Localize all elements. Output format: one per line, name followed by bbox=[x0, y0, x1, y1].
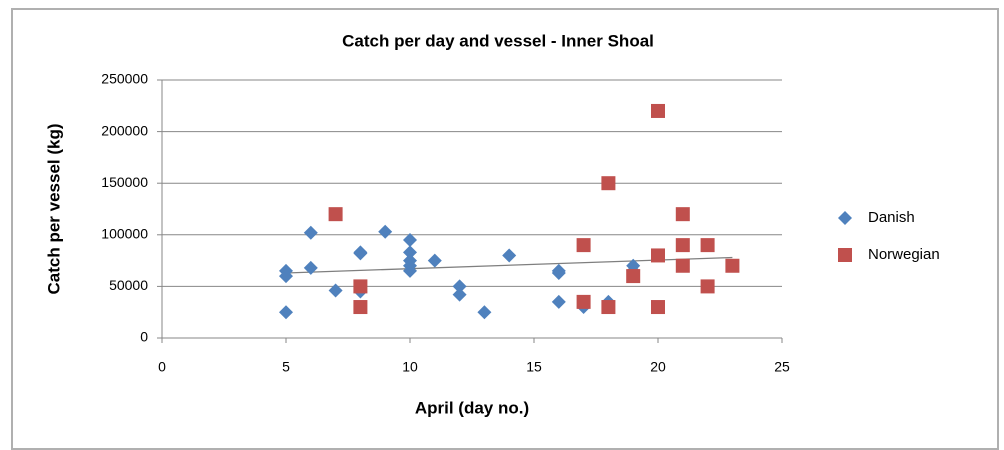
data-point bbox=[675, 258, 690, 273]
y-tick-label: 250000 bbox=[101, 71, 148, 87]
y-tick-label: 150000 bbox=[101, 174, 148, 190]
data-point bbox=[403, 245, 417, 260]
data-point bbox=[651, 300, 665, 315]
data-point bbox=[675, 238, 690, 253]
y-tick-label: 50000 bbox=[109, 277, 148, 293]
chart-frame bbox=[11, 8, 999, 450]
data-point bbox=[477, 305, 492, 320]
data-point bbox=[303, 260, 318, 275]
legend-label: Norwegian bbox=[868, 246, 940, 263]
legend-marker bbox=[838, 211, 852, 225]
data-point bbox=[651, 248, 665, 263]
data-point bbox=[378, 224, 393, 239]
x-tick-label: 10 bbox=[402, 359, 418, 375]
data-point bbox=[279, 305, 293, 320]
x-tick-label: 20 bbox=[650, 359, 666, 375]
x-tick-label: 15 bbox=[526, 359, 542, 375]
data-point bbox=[403, 232, 417, 247]
x-tick-label: 25 bbox=[774, 359, 790, 375]
y-axis-title: Catch per vessel (kg) bbox=[44, 123, 63, 294]
data-point bbox=[502, 248, 517, 263]
chart-title: Catch per day and vessel - Inner Shoal bbox=[342, 31, 654, 50]
legend-label: Danish bbox=[868, 209, 915, 226]
data-point bbox=[452, 287, 467, 302]
data-point bbox=[279, 269, 293, 284]
x-tick-label: 5 bbox=[282, 359, 290, 375]
x-axis-title: April (day no.) bbox=[415, 398, 529, 417]
data-point bbox=[576, 238, 591, 253]
data-point bbox=[601, 176, 616, 191]
data-point bbox=[427, 253, 442, 268]
data-point bbox=[626, 269, 641, 284]
legend-marker bbox=[838, 248, 852, 262]
y-tick-label: 100000 bbox=[101, 226, 148, 242]
data-point bbox=[725, 258, 740, 273]
data-point bbox=[353, 300, 368, 315]
data-point bbox=[353, 246, 368, 261]
data-point bbox=[700, 238, 715, 253]
x-tick-label: 0 bbox=[158, 359, 166, 375]
data-point bbox=[651, 103, 665, 118]
data-point bbox=[675, 207, 690, 222]
data-point bbox=[601, 300, 616, 315]
data-point bbox=[303, 225, 318, 240]
data-point bbox=[328, 283, 343, 298]
data-point bbox=[452, 279, 467, 294]
data-point bbox=[403, 263, 417, 278]
data-point bbox=[551, 294, 566, 309]
y-tick-label: 200000 bbox=[101, 122, 148, 138]
y-tick-label: 0 bbox=[140, 329, 148, 345]
data-point bbox=[576, 294, 591, 309]
data-point bbox=[353, 279, 368, 294]
data-point bbox=[328, 207, 343, 222]
data-point bbox=[700, 279, 715, 294]
data-point bbox=[551, 265, 566, 280]
